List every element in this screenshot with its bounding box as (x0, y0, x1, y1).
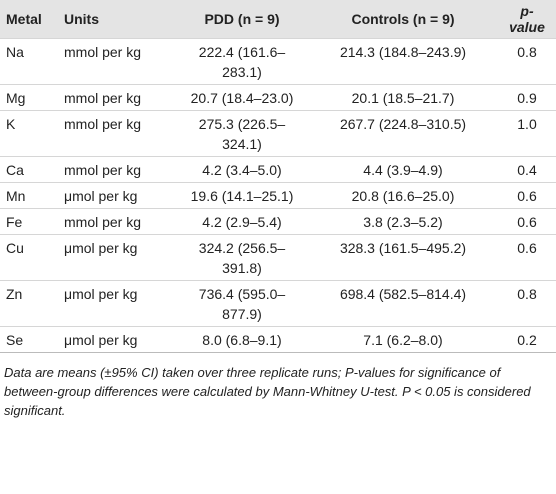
table-cell: 8.0 (6.8–9.1) (176, 326, 308, 353)
table-cell: mmol per kg (58, 84, 176, 111)
table-cell: 328.3 (161.5–495.2) (308, 234, 498, 281)
table-cell: μmol per kg (58, 280, 176, 327)
table-cell: 698.4 (582.5–814.4) (308, 280, 498, 327)
table-cell: Fe (0, 208, 58, 235)
table-cell: 0.9 (498, 84, 556, 111)
table-cell: 324.2 (256.5–391.8) (176, 234, 308, 281)
table-cell: 0.8 (498, 280, 556, 327)
table-cell: μmol per kg (58, 234, 176, 281)
header-cell: Units (58, 0, 176, 39)
table-cell: mmol per kg (58, 38, 176, 85)
header-cell: Metal (0, 0, 58, 39)
table-cell: Zn (0, 280, 58, 327)
table-cell: 0.6 (498, 208, 556, 235)
header-cell: Controls (n = 9) (308, 0, 498, 39)
table-cell: 222.4 (161.6–283.1) (176, 38, 308, 85)
table-cell: mmol per kg (58, 110, 176, 157)
table-cell: 4.2 (3.4–5.0) (176, 156, 308, 183)
header-row: Metal Units PDD (n = 9) Controls (n = 9) p-v… (0, 0, 556, 39)
table-cell: Mg (0, 84, 58, 111)
table-cell: 1.0 (498, 110, 556, 157)
table-cell: Mn (0, 182, 58, 209)
table-cell: 0.6 (498, 234, 556, 281)
table-cell: 4.4 (3.9–4.9) (308, 156, 498, 183)
table-row: Ca mmol per kg 4.2 (3.4–5.0) 4.4 (3.9–4.9) 0… (0, 156, 556, 183)
table-cell: 7.1 (6.2–8.0) (308, 326, 498, 353)
table-row: Zn μmol per kg 736.4 (595.0–877.9) 698.4 (5… (0, 280, 556, 327)
table-cell: Cu (0, 234, 58, 281)
footnote: Data are means (±95% CI) taken over thre… (4, 365, 531, 418)
header-cell: PDD (n = 9) (176, 0, 308, 39)
table-cell: μmol per kg (58, 326, 176, 353)
table-cell: 267.7 (224.8–310.5) (308, 110, 498, 157)
table-cell: 20.1 (18.5–21.7) (308, 84, 498, 111)
table-cell: 275.3 (226.5–324.1) (176, 110, 308, 157)
table-cell: 20.8 (16.6–25.0) (308, 182, 498, 209)
table-cell: mmol per kg (58, 156, 176, 183)
table-cell: μmol per kg (58, 182, 176, 209)
table-cell: 214.3 (184.8–243.9) (308, 38, 498, 85)
table-cell: 19.6 (14.1–25.1) (176, 182, 308, 209)
table-row: Fe mmol per kg 4.2 (2.9–5.4) 3.8 (2.3–5.2) 0… (0, 208, 556, 235)
table-row: Na mmol per kg 222.4 (161.6–283.1) 214.3 (1… (0, 38, 556, 85)
table-cell: 0.2 (498, 326, 556, 353)
table-cell: 0.6 (498, 182, 556, 209)
table-cell: 736.4 (595.0–877.9) (176, 280, 308, 327)
table-body: Na mmol per kg 222.4 (161.6–283.1) 214.3 (1… (0, 38, 556, 353)
table-cell: Na (0, 38, 58, 85)
table-cell: K (0, 110, 58, 157)
table-row: Mn μmol per kg 19.6 (14.1–25.1) 20.8 (16.6–… (0, 182, 556, 209)
header-cell: p-value (498, 0, 556, 39)
table-cell: 3.8 (2.3–5.2) (308, 208, 498, 235)
table-cell: 0.8 (498, 38, 556, 85)
table-cell: Ca (0, 156, 58, 183)
table-cell: Se (0, 326, 58, 353)
table-cell: mmol per kg (58, 208, 176, 235)
table-row: Se μmol per kg 8.0 (6.8–9.1) 7.1 (6.2–8.0) 0… (0, 326, 556, 353)
table-cell: 0.4 (498, 156, 556, 183)
table-cell: 4.2 (2.9–5.4) (176, 208, 308, 235)
data-table: Metal Units PDD (n = 9) Controls (n = 9) p-v… (0, 0, 556, 353)
table-row: Mg mmol per kg 20.7 (18.4–23.0) 20.1 (18.5–… (0, 84, 556, 111)
table-cell: 20.7 (18.4–23.0) (176, 84, 308, 111)
table-row: Cu μmol per kg 324.2 (256.5–391.8) 328.3 (1… (0, 234, 556, 281)
